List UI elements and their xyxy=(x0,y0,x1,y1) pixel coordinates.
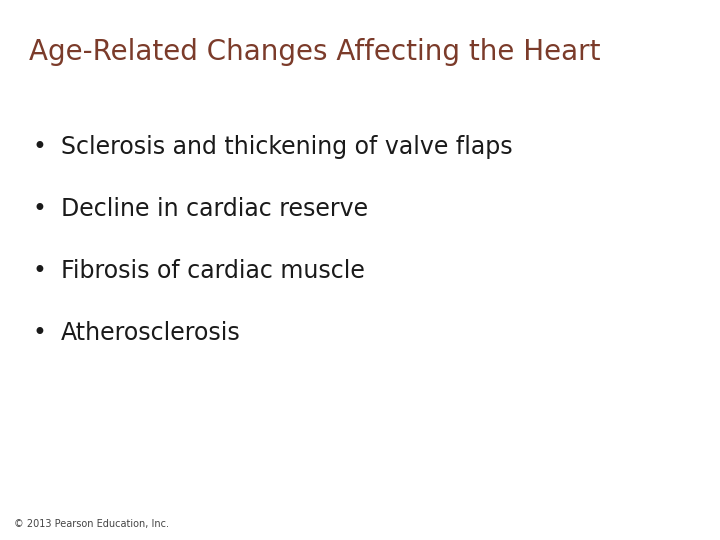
Text: •: • xyxy=(32,321,47,345)
Text: © 2013 Pearson Education, Inc.: © 2013 Pearson Education, Inc. xyxy=(14,519,169,529)
Text: Decline in cardiac reserve: Decline in cardiac reserve xyxy=(61,197,369,221)
Text: Age-Related Changes Affecting the Heart: Age-Related Changes Affecting the Heart xyxy=(29,38,600,66)
Text: Sclerosis and thickening of valve flaps: Sclerosis and thickening of valve flaps xyxy=(61,135,513,159)
Text: •: • xyxy=(32,259,47,283)
Text: Atherosclerosis: Atherosclerosis xyxy=(61,321,241,345)
Text: Fibrosis of cardiac muscle: Fibrosis of cardiac muscle xyxy=(61,259,365,283)
Text: •: • xyxy=(32,135,47,159)
Text: •: • xyxy=(32,197,47,221)
